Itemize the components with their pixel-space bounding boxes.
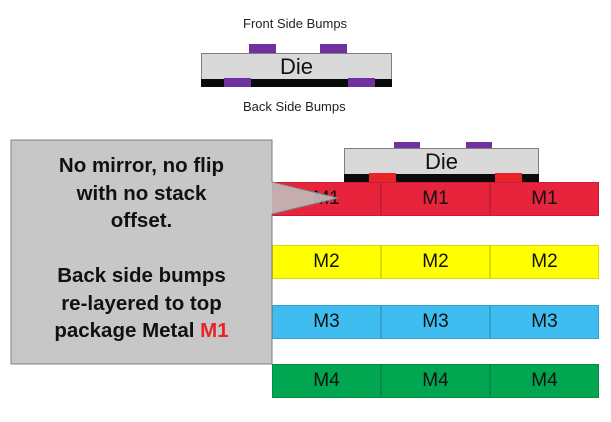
callout-line-6: package Metal M1 <box>11 317 272 345</box>
callout-line-5: re-layered to top <box>61 291 222 315</box>
front-side-bumps-label: Front Side Bumps <box>243 16 348 31</box>
callout-line-4: Back side bumps <box>57 264 226 287</box>
callout-text: No mirror, no flip with no stack offset.… <box>11 152 272 345</box>
metal-cell-m4-1: M4 <box>272 364 381 398</box>
callout-line-6-prefix: package Metal <box>54 319 201 342</box>
stack-top-bump-right <box>466 142 492 151</box>
back-side-bumps-label: Back Side Bumps <box>243 99 346 114</box>
stack-top-bump-left <box>394 142 420 151</box>
stack-bottom-bump-right <box>495 173 522 182</box>
metal-cell-m3-1: M3 <box>272 305 381 339</box>
metal-cell-m1-3: M1 <box>490 182 599 216</box>
back-bump-right <box>348 78 375 87</box>
metal-cell-m3-3: M3 <box>490 305 599 339</box>
metal-cell-m2-2: M2 <box>381 245 490 279</box>
metal-cell-m1-2: M1 <box>381 182 490 216</box>
metal-cell-m4-2: M4 <box>381 364 490 398</box>
metal-cell-m2-3: M2 <box>490 245 599 279</box>
die-stack: Die <box>344 148 539 175</box>
metal-cell-m4-3: M4 <box>490 364 599 398</box>
front-bump-left <box>249 44 276 53</box>
callout-line-1: No mirror, no flip <box>58 154 225 177</box>
die-backside-metal <box>201 79 392 87</box>
callout-line-3: offset. <box>110 209 173 232</box>
metal-cell-m2-1: M2 <box>272 245 381 279</box>
die-label-top: Die <box>279 54 313 79</box>
back-bump-left <box>224 78 251 87</box>
front-bump-right <box>320 44 347 53</box>
metal-cell-m3-2: M3 <box>381 305 490 339</box>
stack-bottom-bump-left <box>369 173 396 182</box>
stack-die-backside-metal <box>344 174 539 182</box>
callout-line-2: with no stack <box>76 181 207 205</box>
callout-m1-highlight: M1 <box>200 319 229 342</box>
die-label-stack: Die <box>424 149 458 174</box>
